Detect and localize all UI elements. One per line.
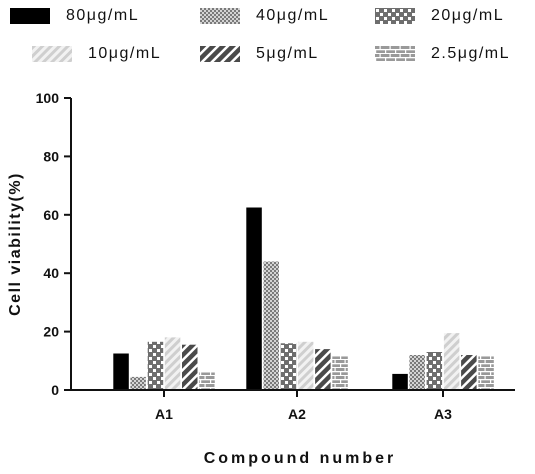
- plot-area: [113, 207, 494, 390]
- legend-item-40: 40μg/mL: [200, 6, 329, 26]
- legend-swatch-checker: [375, 8, 415, 24]
- legend-item-10: 10μg/mL: [32, 44, 161, 64]
- legend-swatch-dots: [200, 8, 240, 24]
- legend-swatch-solid: [10, 8, 50, 24]
- x-tick-label: A1: [155, 406, 173, 422]
- x-tick-label: A3: [434, 406, 452, 422]
- bar-a1-series-3: [164, 337, 181, 390]
- y-tick-label: 0: [51, 382, 59, 398]
- y-ticks: 0 20 40 60 80 100: [36, 90, 71, 398]
- legend-label: 80μg/mL: [66, 7, 140, 24]
- x-ticks: A1 A2 A3: [155, 390, 452, 422]
- bar-a2-series-1: [263, 261, 279, 390]
- bar-a1-series-1: [130, 376, 146, 390]
- legend-item-2-5: 2.5μg/mL: [375, 44, 510, 64]
- y-axis-label: Cell viability(%): [7, 172, 24, 316]
- bar-a3-series-2: [426, 352, 443, 390]
- legend-label: 5μg/mL: [256, 45, 319, 62]
- bar-a3-series-4: [461, 355, 477, 390]
- bar-a1-series-4: [182, 344, 198, 390]
- legend-label: 40μg/mL: [256, 7, 330, 24]
- legend-swatch-diag-light: [32, 46, 72, 62]
- legend: 80μg/mL 40μg/mL 20μg/mL 10μg/mL 5μg/mL 2…: [10, 6, 530, 66]
- bar-a3-series-0: [392, 373, 408, 390]
- bar-a1-series-5: [199, 372, 215, 390]
- legend-label: 20μg/mL: [431, 7, 505, 24]
- legend-label: 2.5μg/mL: [431, 45, 511, 62]
- x-axis-label: Compound number: [204, 450, 397, 467]
- y-tick-label: 80: [43, 148, 59, 164]
- legend-item-5: 5μg/mL: [200, 44, 319, 64]
- legend-swatch-diag-dark: [200, 46, 240, 62]
- bar-a1-series-0: [113, 353, 129, 390]
- legend-item-20: 20μg/mL: [375, 6, 504, 26]
- legend-swatch-brick: [375, 46, 415, 62]
- bar-a3-series-3: [443, 333, 460, 390]
- legend-item-80: 80μg/mL: [10, 6, 139, 26]
- bar-a2-series-5: [332, 356, 348, 390]
- x-tick-label: A2: [288, 406, 306, 422]
- bar-a2-series-4: [315, 349, 331, 390]
- legend-label: 10μg/mL: [88, 45, 162, 62]
- y-tick-label: 40: [43, 265, 59, 281]
- y-tick-label: 100: [36, 90, 60, 106]
- y-tick-label: 60: [43, 207, 59, 223]
- bar-a2-series-3: [297, 341, 314, 390]
- bar-a3-series-5: [478, 356, 494, 390]
- bar-a2-series-0: [246, 207, 262, 390]
- y-tick-label: 20: [43, 324, 59, 340]
- bar-a1-series-2: [147, 341, 164, 390]
- bar-a2-series-2: [280, 343, 297, 390]
- bar-a3-series-1: [409, 355, 425, 390]
